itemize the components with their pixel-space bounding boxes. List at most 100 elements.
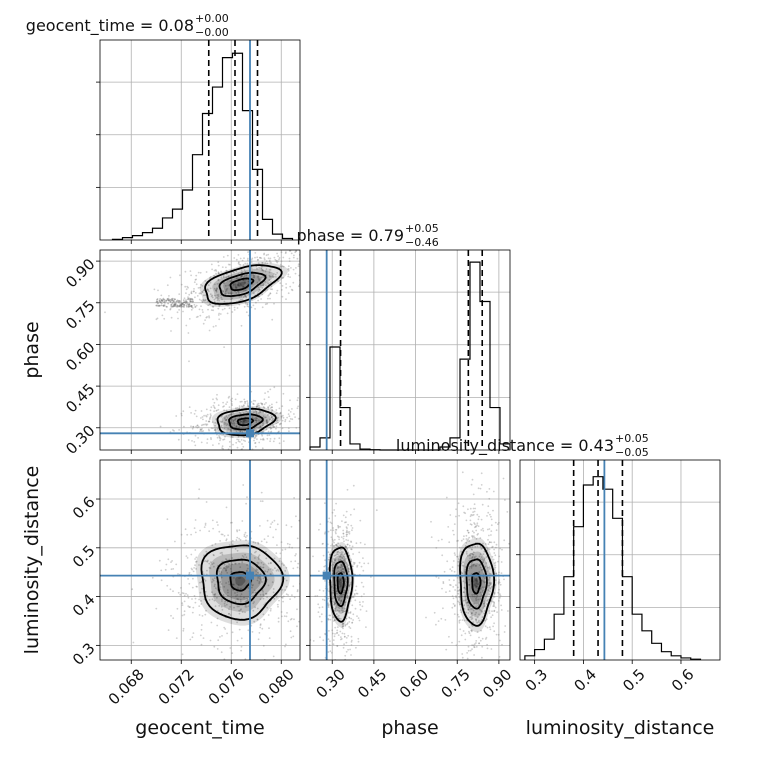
sample-point bbox=[271, 581, 274, 584]
sample-point bbox=[348, 544, 351, 547]
sample-point bbox=[266, 596, 268, 598]
sample-point bbox=[340, 548, 343, 550]
sample-point bbox=[200, 643, 203, 646]
sample-point bbox=[270, 608, 272, 610]
sample-point bbox=[292, 268, 295, 271]
sample-point bbox=[179, 300, 182, 303]
sample-point bbox=[211, 519, 214, 522]
sample-point bbox=[343, 643, 345, 646]
sample-point bbox=[280, 596, 283, 598]
sample-point bbox=[491, 614, 494, 617]
sample-point bbox=[259, 410, 261, 413]
sample-point bbox=[478, 613, 480, 616]
sample-point bbox=[489, 581, 491, 584]
sample-point bbox=[234, 548, 237, 550]
panel-frame-geocent_time bbox=[99, 39, 301, 241]
sample-point bbox=[287, 427, 290, 430]
sample-point bbox=[194, 292, 197, 294]
sample-point bbox=[476, 524, 478, 527]
sample-point bbox=[205, 408, 208, 411]
sample-point bbox=[324, 559, 327, 562]
sample-point bbox=[442, 581, 445, 583]
sample-point bbox=[208, 316, 211, 319]
sample-point bbox=[183, 304, 186, 307]
sample-point bbox=[215, 289, 218, 292]
sample-point bbox=[488, 626, 491, 629]
sample-point bbox=[342, 514, 345, 517]
sample-point bbox=[503, 631, 506, 633]
sample-point bbox=[281, 419, 284, 422]
sample-point bbox=[158, 305, 160, 307]
sample-point bbox=[267, 257, 270, 260]
sample-point bbox=[177, 591, 180, 594]
sample-point bbox=[276, 252, 278, 255]
sample-point bbox=[336, 604, 339, 607]
sample-point bbox=[467, 508, 469, 511]
sample-point bbox=[163, 298, 166, 301]
sample-point bbox=[311, 265, 313, 267]
sample-point bbox=[217, 639, 220, 642]
sample-point bbox=[158, 299, 161, 302]
sample-point bbox=[270, 414, 272, 417]
sample-point bbox=[471, 629, 473, 632]
sample-point bbox=[207, 420, 210, 423]
sample-point bbox=[241, 561, 244, 564]
sample-point bbox=[259, 426, 262, 429]
sample-point bbox=[340, 587, 342, 590]
sample-point bbox=[190, 274, 193, 277]
sample-point bbox=[221, 420, 223, 423]
sample-point bbox=[271, 403, 273, 406]
sample-point bbox=[476, 594, 479, 597]
sample-point bbox=[269, 438, 272, 440]
sample-point bbox=[229, 419, 232, 422]
sample-point bbox=[225, 270, 228, 272]
sample-point bbox=[362, 601, 364, 603]
sample-point bbox=[201, 285, 204, 287]
sample-point bbox=[324, 502, 326, 505]
sample-point bbox=[475, 618, 477, 621]
sample-point bbox=[467, 608, 470, 611]
sample-point bbox=[201, 428, 203, 430]
sample-point bbox=[493, 593, 496, 595]
sample-point bbox=[189, 270, 192, 272]
sample-point bbox=[287, 292, 290, 295]
sample-point bbox=[169, 301, 172, 303]
sample-point bbox=[269, 526, 272, 529]
sample-point bbox=[187, 605, 190, 607]
sample-point bbox=[353, 594, 356, 596]
sample-point bbox=[184, 302, 187, 305]
sample-point bbox=[267, 283, 270, 285]
sample-point bbox=[204, 294, 207, 296]
sample-point bbox=[167, 629, 170, 631]
sample-point bbox=[197, 669, 199, 671]
sample-point bbox=[195, 561, 197, 563]
sample-point bbox=[185, 324, 188, 327]
sample-point bbox=[337, 542, 339, 545]
sample-point bbox=[246, 402, 249, 404]
sample-point bbox=[195, 274, 198, 277]
sample-point bbox=[177, 317, 179, 320]
sample-point bbox=[195, 415, 198, 418]
sample-point bbox=[337, 558, 340, 561]
sample-point bbox=[485, 556, 488, 558]
sample-point bbox=[494, 566, 497, 569]
sample-point bbox=[276, 261, 279, 264]
sample-point bbox=[347, 531, 350, 534]
sample-point bbox=[276, 603, 279, 606]
sample-point bbox=[239, 609, 242, 611]
sample-point bbox=[255, 410, 258, 413]
sample-point bbox=[449, 514, 452, 516]
sample-point bbox=[289, 618, 292, 621]
sample-point bbox=[337, 553, 339, 556]
sample-point bbox=[224, 628, 227, 630]
sample-point bbox=[262, 424, 264, 427]
sample-point bbox=[263, 257, 266, 259]
sample-point bbox=[273, 426, 276, 428]
sample-point bbox=[272, 425, 274, 427]
sample-point bbox=[257, 402, 260, 405]
sample-point bbox=[253, 437, 256, 440]
sample-point bbox=[275, 259, 278, 262]
sample-point bbox=[285, 251, 287, 254]
sample-point bbox=[220, 296, 223, 299]
sample-point bbox=[223, 535, 226, 537]
